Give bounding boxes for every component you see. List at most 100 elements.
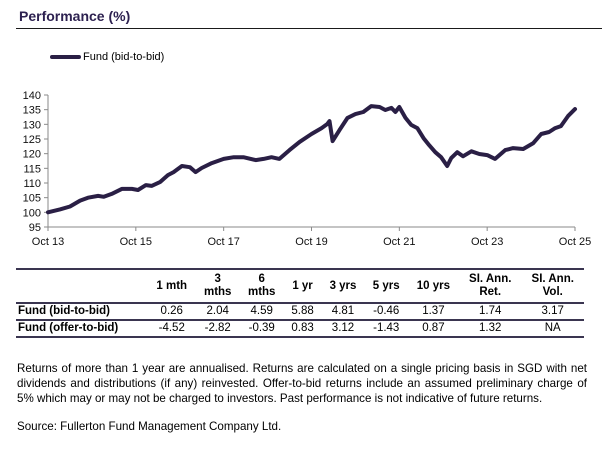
data-point bbox=[233, 157, 234, 158]
table-cell: 1.74 bbox=[479, 305, 502, 317]
data-point bbox=[379, 107, 380, 108]
column-header-text: 1 yr bbox=[292, 279, 313, 292]
table-cell: 0.26 bbox=[160, 305, 183, 317]
data-point bbox=[575, 109, 576, 110]
data-point bbox=[487, 155, 488, 156]
column-header-text: SI. Ann. bbox=[469, 273, 512, 285]
data-point bbox=[523, 149, 524, 150]
data-point bbox=[59, 209, 60, 210]
table-cell: 4.59 bbox=[250, 305, 273, 317]
data-point bbox=[145, 185, 146, 186]
table-row: Fund (bid-to-bid) 0.26 2.04 4.59 5.88 4.81 -0.… bbox=[16, 303, 584, 320]
x-tick-label: Oct 13 bbox=[32, 236, 64, 248]
x-tick-label: Oct 21 bbox=[383, 236, 415, 248]
table-corner-cell bbox=[16, 269, 148, 303]
data-point bbox=[160, 182, 161, 183]
data-point bbox=[173, 172, 174, 173]
column-header: SI. Ann. Vol. bbox=[521, 269, 584, 303]
data-point bbox=[399, 107, 400, 108]
source-note: Source: Fullerton Fund Management Compan… bbox=[17, 420, 282, 433]
data-point bbox=[201, 168, 202, 169]
data-point bbox=[555, 128, 556, 129]
data-point bbox=[167, 175, 168, 176]
table-cell: 3.17 bbox=[541, 305, 564, 317]
data-point bbox=[271, 157, 272, 158]
data-point bbox=[88, 197, 89, 198]
data-point bbox=[311, 134, 312, 135]
data-point bbox=[299, 141, 300, 142]
data-point bbox=[435, 152, 436, 153]
chart-legend: Fund (bid-to-bid) bbox=[50, 51, 164, 63]
data-point bbox=[189, 167, 190, 168]
column-header-text: 3 yrs bbox=[329, 279, 357, 292]
data-point bbox=[371, 106, 372, 107]
data-point bbox=[321, 128, 322, 129]
y-tick-label: 130 bbox=[23, 119, 41, 131]
data-point bbox=[441, 157, 442, 158]
table-cell: -4.52 bbox=[158, 322, 185, 334]
data-point bbox=[495, 158, 496, 159]
data-point bbox=[451, 158, 452, 159]
y-tick-label: 95 bbox=[29, 222, 41, 234]
column-header: 1 mth bbox=[148, 269, 196, 303]
y-tick-label: 125 bbox=[23, 134, 41, 146]
data-point bbox=[111, 193, 112, 194]
column-header: 6 mths bbox=[240, 269, 284, 303]
y-tick-label: 140 bbox=[23, 90, 41, 102]
column-header-text: Vol. bbox=[542, 286, 563, 298]
data-point bbox=[339, 129, 340, 130]
x-tick-label: Oct 19 bbox=[295, 236, 327, 248]
column-header-text: 6 bbox=[258, 273, 265, 285]
data-point bbox=[363, 112, 364, 113]
data-point bbox=[471, 151, 472, 152]
column-header-text: Ret. bbox=[479, 286, 502, 298]
data-point bbox=[533, 143, 534, 144]
table-cell: 0.83 bbox=[291, 322, 314, 334]
column-header: 3 mths bbox=[196, 269, 240, 303]
legend-swatch-fund-bid-to-bid bbox=[50, 55, 81, 59]
data-point bbox=[131, 188, 132, 189]
table-cell: 2.04 bbox=[206, 305, 229, 317]
row-label: Fund (offer-to-bid) bbox=[18, 322, 119, 334]
data-point bbox=[505, 150, 506, 151]
data-point bbox=[151, 185, 152, 186]
y-tick-label: 105 bbox=[23, 193, 41, 205]
x-tick-label: Oct 25 bbox=[559, 236, 591, 248]
column-header-text: 1 mth bbox=[156, 279, 188, 292]
table-cell: -0.39 bbox=[248, 322, 275, 334]
y-axis: 95 100 105 110 115 120 125 130 135 140 bbox=[23, 90, 49, 234]
data-point bbox=[411, 124, 412, 125]
x-tick-label: Oct 23 bbox=[471, 236, 503, 248]
section-title: Performance (%) bbox=[19, 8, 131, 24]
data-point bbox=[223, 158, 224, 159]
title-divider bbox=[16, 28, 602, 29]
table-header-row: 1 mth 3 mths 6 mths 1 yr 3 yrs 5 yrs 10 yrs SI. A… bbox=[16, 269, 584, 303]
returns-disclaimer: Returns of more than 1 year are annualis… bbox=[17, 362, 587, 405]
table-cell: 5.88 bbox=[291, 305, 314, 317]
column-header: SI. Ann. Ret. bbox=[459, 269, 521, 303]
column-header: 3 yrs bbox=[321, 269, 364, 303]
data-point bbox=[560, 126, 561, 127]
column-header-text: 10 yrs bbox=[416, 279, 451, 292]
table-cell: 0.87 bbox=[422, 322, 445, 334]
data-point bbox=[103, 196, 104, 197]
column-header-text: 3 bbox=[214, 273, 221, 285]
data-point bbox=[395, 112, 396, 113]
table-cell: 1.32 bbox=[479, 322, 502, 334]
data-point bbox=[263, 158, 264, 159]
x-tick-label: Oct 15 bbox=[120, 236, 152, 248]
x-tick-label: Oct 17 bbox=[207, 236, 239, 248]
data-point bbox=[463, 156, 464, 157]
data-point bbox=[332, 141, 333, 142]
series-group bbox=[46, 104, 577, 215]
column-header-text: mths bbox=[247, 286, 276, 298]
data-point bbox=[347, 117, 348, 118]
data-point bbox=[138, 190, 139, 191]
y-tick-label: 100 bbox=[23, 207, 41, 219]
data-point bbox=[549, 132, 550, 133]
data-point bbox=[181, 166, 182, 167]
data-point bbox=[355, 114, 356, 115]
table-cell: 3.12 bbox=[331, 322, 355, 334]
y-tick-label: 135 bbox=[23, 105, 41, 117]
data-point bbox=[457, 152, 458, 153]
